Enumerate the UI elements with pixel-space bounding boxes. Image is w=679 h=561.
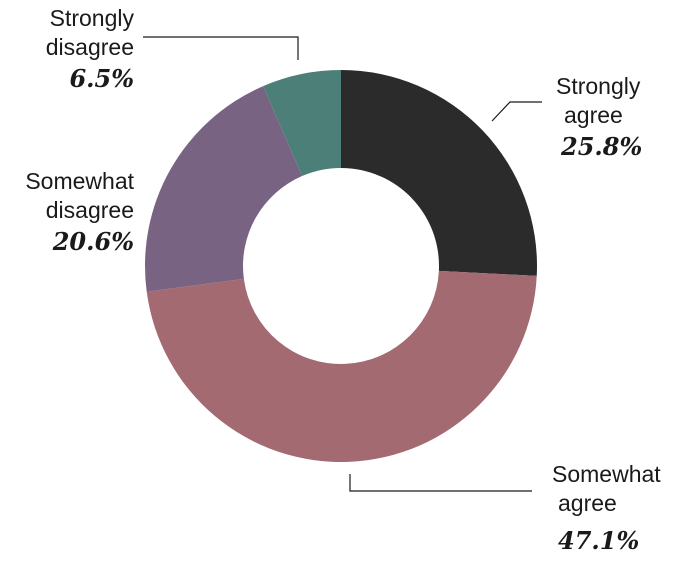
label-strongly-agree-line1: Strongly [556,73,641,99]
label-strongly-disagree-line1: Strongly [49,5,134,31]
leader-line-strongly-agree [491,101,542,122]
leader-line-somewhat-agree [349,474,532,492]
slice-strongly-disagree [263,70,341,177]
slice-somewhat-disagree [145,86,303,292]
label-somewhat-disagree-line2: disagree [45,197,134,223]
label-somewhat-agree-value: 47.1% [558,526,640,555]
label-strongly-disagree-value: 6.5% [69,64,134,93]
slice-somewhat-agree [146,270,537,463]
leader-line-strongly-disagree [143,36,299,60]
label-strongly-agree-value: 25.8% [561,132,643,161]
label-strongly-disagree-line2: disagree [45,34,134,60]
label-somewhat-disagree: Somewhat disagree 20.6% [0,167,134,259]
leader-lines [143,36,542,492]
label-somewhat-disagree-value: 20.6% [52,227,134,256]
label-strongly-agree-line2: agree [564,102,623,128]
label-somewhat-disagree-line1: Somewhat [25,168,134,194]
donut-slices [145,70,537,463]
label-strongly-agree: Strongly agree 25.8% [556,72,642,164]
label-strongly-disagree: Strongly disagree 6.5% [0,4,134,96]
label-somewhat-agree: Somewhat agree 47.1% [552,460,661,558]
slice-strongly-agree [341,70,537,276]
label-somewhat-agree-line2: agree [558,490,617,516]
label-somewhat-agree-line1: Somewhat [552,461,661,487]
